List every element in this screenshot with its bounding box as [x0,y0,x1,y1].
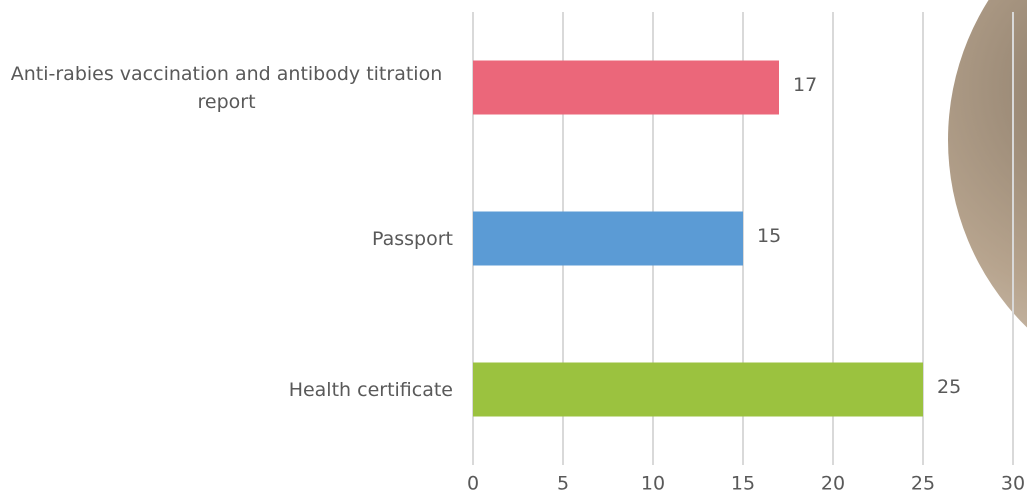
y-tick-label: Anti-rabies vaccination and antibody tit… [0,60,453,116]
y-tick-label: Passport [372,225,453,253]
x-tick-label: 25 [911,473,935,495]
data-label: 15 [757,225,781,247]
x-tick-label: 30 [1001,473,1025,495]
x-tick-label: 20 [821,473,845,495]
x-tick-label: 0 [467,473,479,495]
data-label: 17 [793,74,817,96]
bar [473,212,743,266]
x-tick-label: 15 [731,473,755,495]
x-tick-label: 5 [557,473,569,495]
decorative-photo [948,0,1027,402]
y-tick-label: Health certificate [289,376,453,404]
bar [473,363,923,417]
x-tick-label: 10 [641,473,665,495]
bar [473,61,779,115]
data-label: 25 [937,376,961,398]
chart-container: 0 5 10 15 20 25 30 17 15 25 Anti-rabies vaccinati… [0,0,1027,495]
